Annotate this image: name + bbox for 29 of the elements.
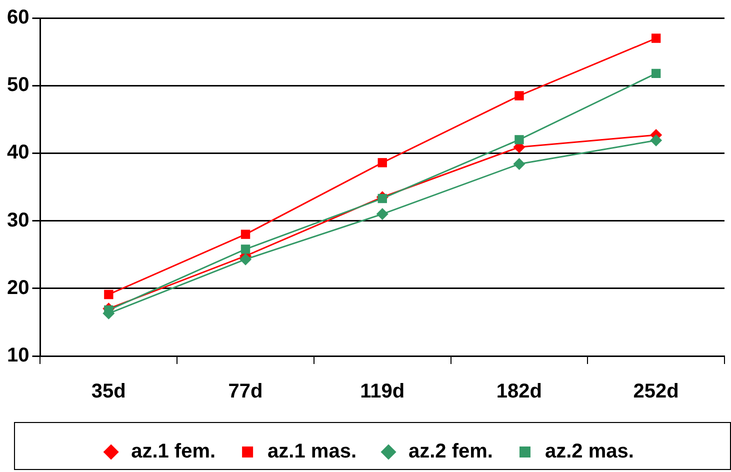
y-tick-label: 40 [6, 142, 30, 164]
legend-label: az.1 mas. [268, 440, 357, 463]
point [104, 305, 114, 315]
x-tick-label: 182d [496, 380, 542, 403]
y-tick-label: 30 [6, 209, 30, 232]
point [104, 290, 114, 300]
x-tick-label: 35d [91, 380, 126, 403]
point [651, 34, 661, 43]
y-tick-label: 20 [6, 276, 30, 299]
x-tick-label: 252d [633, 380, 679, 403]
point [651, 68, 661, 78]
x-tick-label: 77d [228, 380, 263, 403]
point [514, 135, 524, 144]
legend-label: az.2 mas. [544, 440, 634, 463]
y-tick-label: 10 [6, 344, 30, 367]
point [514, 91, 524, 100]
point [376, 208, 388, 220]
legend-label: az.2 fem. [408, 440, 493, 463]
y-tick-label: 50 [6, 74, 30, 96]
point [650, 134, 662, 146]
point [240, 253, 252, 266]
point [240, 230, 250, 239]
point [240, 244, 250, 254]
point [378, 194, 387, 204]
point [513, 158, 526, 170]
y-tick-label: 60 [6, 6, 30, 29]
legend-label: az.1 fem. [131, 440, 216, 463]
x-tick-label: 119d [360, 380, 405, 403]
point [378, 158, 387, 168]
